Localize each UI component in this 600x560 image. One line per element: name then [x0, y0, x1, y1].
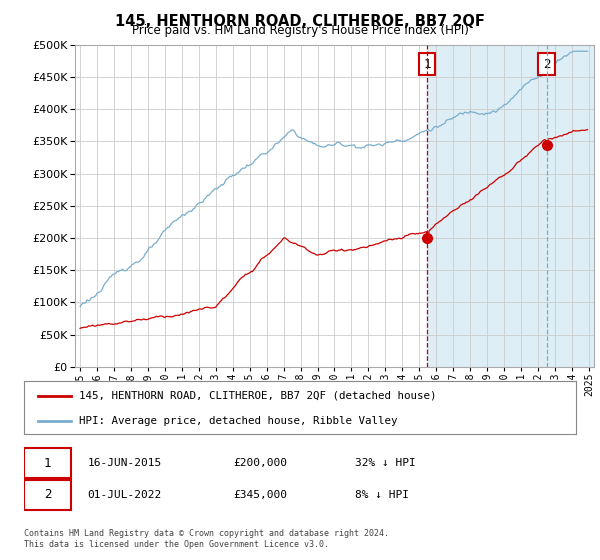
Text: 2: 2	[44, 488, 52, 501]
Text: 1: 1	[424, 58, 431, 71]
Text: 8% ↓ HPI: 8% ↓ HPI	[355, 490, 409, 500]
FancyBboxPatch shape	[24, 480, 71, 510]
Bar	[427, 45, 594, 367]
Text: 145, HENTHORN ROAD, CLITHEROE, BB7 2QF (detached house): 145, HENTHORN ROAD, CLITHEROE, BB7 2QF (…	[79, 391, 437, 401]
FancyBboxPatch shape	[24, 448, 71, 478]
Text: Contains HM Land Registry data © Crown copyright and database right 2024.
This d: Contains HM Land Registry data © Crown c…	[24, 529, 389, 549]
Text: 1: 1	[44, 456, 52, 469]
Text: £200,000: £200,000	[234, 458, 288, 468]
Text: HPI: Average price, detached house, Ribble Valley: HPI: Average price, detached house, Ribb…	[79, 416, 398, 426]
Text: 32% ↓ HPI: 32% ↓ HPI	[355, 458, 416, 468]
Text: 16-JUN-2015: 16-JUN-2015	[88, 458, 162, 468]
Text: 01-JUL-2022: 01-JUL-2022	[88, 490, 162, 500]
Text: £345,000: £345,000	[234, 490, 288, 500]
Text: Price paid vs. HM Land Registry's House Price Index (HPI): Price paid vs. HM Land Registry's House …	[131, 24, 469, 37]
Text: 2: 2	[543, 58, 550, 71]
Text: 145, HENTHORN ROAD, CLITHEROE, BB7 2QF: 145, HENTHORN ROAD, CLITHEROE, BB7 2QF	[115, 14, 485, 29]
